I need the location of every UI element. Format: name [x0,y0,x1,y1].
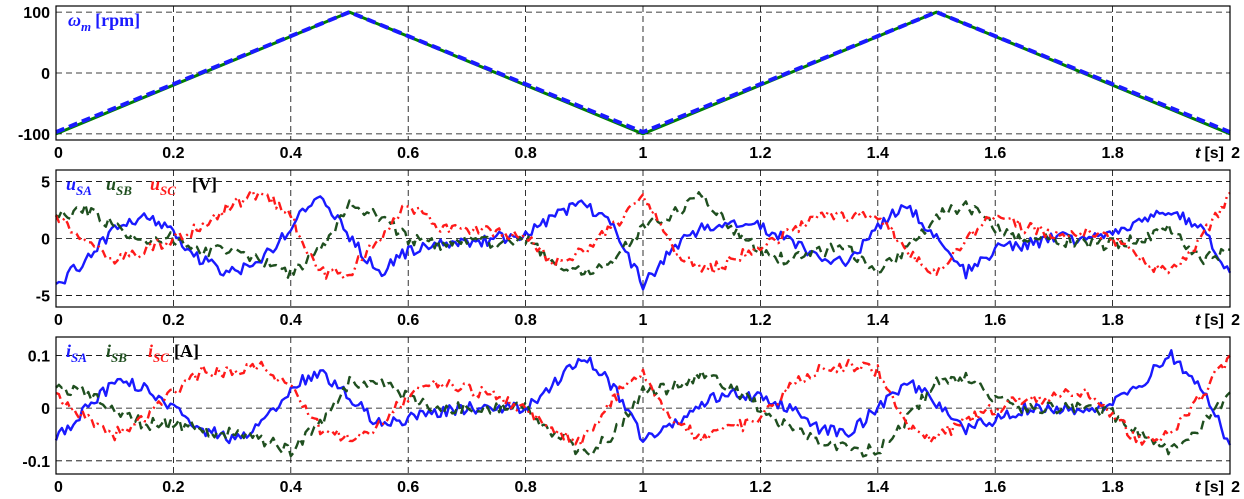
x-tick-label: 0.6 [397,312,419,329]
x-axis-label: t [s] [1195,145,1224,162]
x-axis-unit: [s] [1204,312,1224,329]
x-tick-label: 2 [1231,145,1240,162]
series-line-uSC [54,189,1231,280]
x-tick-label: 0.2 [162,479,184,496]
panel-3: 0.10-0.10 0.2 0.4 0.6 0.8 1 1.2 1.4 1.6 1.8 2t [s]i… [22,336,1240,496]
panel-unit-label: [A] [174,341,199,361]
y-tick-label: -5 [36,289,50,306]
x-tick-label: 1 [639,479,648,496]
plot-frame [55,5,1231,141]
x-tick-label: 1.6 [984,145,1006,162]
x-tick-label: 0.8 [514,312,536,329]
series-line-iSB [55,369,1231,458]
x-axis-var: t [1195,145,1201,162]
x-axis-var: t [1195,312,1201,329]
y-tick-label: 0.1 [28,348,50,365]
x-tick-label: 1.6 [984,479,1006,496]
legend-entry-iSC: iSC [148,341,169,365]
x-tick-label: 1.8 [1101,145,1123,162]
x-tick-label: 1.2 [749,312,771,329]
legend-entry-iSB: iSB [106,341,127,365]
x-tick-label: 0.4 [280,312,302,329]
x-tick-label: 1.4 [867,479,889,496]
x-tick-label: 0.6 [397,479,419,496]
x-tick-label: 0.8 [514,145,536,162]
x-tick-label: 1.4 [867,145,889,162]
y-tick-label: 0 [41,66,50,83]
legend-entry-iSA: iSA [66,341,87,365]
x-tick-label: 1.2 [749,479,771,496]
x-tick-label: 0 [54,312,63,329]
x-axis-var: t [1195,479,1201,496]
x-tick-label: 1.6 [984,312,1006,329]
panel-2: 50-50 0.2 0.4 0.6 0.8 1 1.2 1.4 1.6 1.8 2t [s]uSA uS… [36,169,1240,329]
x-tick-label: 0.2 [162,145,184,162]
x-tick-label: 1 [639,312,648,329]
x-tick-label: 0.4 [280,479,302,496]
x-tick-label: 2 [1231,312,1240,329]
legend-entry-uSC: uSC [150,174,176,198]
series-line-uSB [55,191,1231,279]
x-axis-label: t [s] [1195,479,1224,496]
x-tick-label: 1 [639,145,648,162]
plot-frame [55,336,1231,475]
y-tick-label: -0.1 [22,454,50,471]
x-axis-unit: [s] [1204,479,1224,496]
series-line-uSA [55,195,1232,291]
x-tick-label: 0.6 [397,145,419,162]
x-tick-label: 1.2 [749,145,771,162]
series-line-iSC [55,354,1231,447]
x-axis-unit: [s] [1204,145,1224,162]
panel-unit-label: [V] [192,174,217,194]
x-tick-label: 1.8 [1101,312,1123,329]
legend-entry-uSA: uSA [66,174,92,198]
x-tick-label: 1.8 [1101,479,1123,496]
y-tick-label: -100 [18,127,50,144]
x-tick-label: 0.2 [162,312,184,329]
x-tick-label: 0.4 [280,145,302,162]
y-tick-label: 0 [41,401,50,418]
x-axis-label: t [s] [1195,312,1224,329]
legend-entry-uSB: uSB [106,174,132,198]
plot-frame [55,169,1231,308]
y-tick-label: 5 [41,174,50,191]
x-tick-label: 2 [1231,479,1240,496]
x-tick-label: 0 [54,479,63,496]
panel-label: ωm [rpm] [68,10,140,34]
x-tick-label: 0.8 [514,479,536,496]
y-tick-label: 0 [41,232,50,249]
x-tick-label: 0 [54,145,63,162]
y-tick-label: 100 [23,5,50,22]
x-tick-label: 1.4 [867,312,889,329]
series-line-meas [55,10,1231,135]
